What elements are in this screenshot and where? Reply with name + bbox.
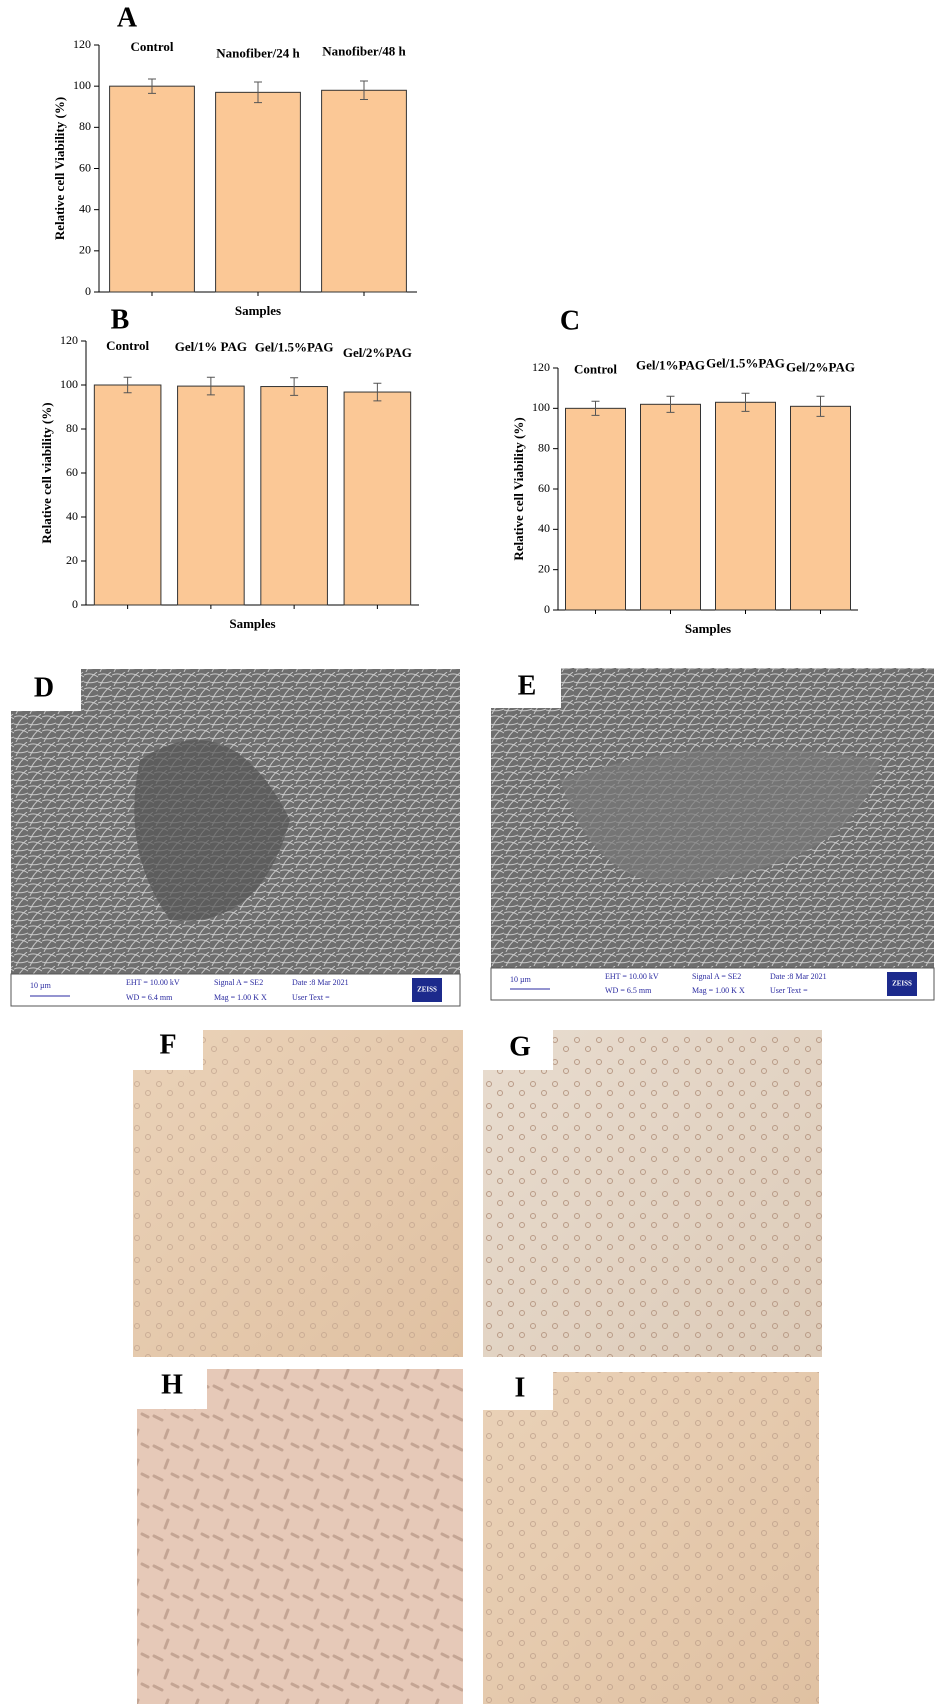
- y-tick-label: 80: [538, 440, 550, 454]
- bar: [94, 385, 161, 605]
- bar: [716, 402, 776, 610]
- x-axis-label: Samples: [229, 616, 275, 631]
- y-axis-label: Relative cell Viability (%): [52, 97, 67, 240]
- category-label: Control: [574, 361, 617, 376]
- logo-text: ZEISS: [417, 986, 437, 994]
- y-tick-label: 60: [79, 160, 91, 174]
- sem-info: WD = 6.4 mm: [126, 993, 173, 1002]
- y-tick-label: 120: [60, 333, 78, 347]
- bar: [566, 408, 626, 610]
- category-label: Nanofiber/24 h: [216, 45, 300, 60]
- bar: [791, 406, 851, 610]
- sem-info: Signal A = SE2: [692, 972, 741, 981]
- cell-texture: [133, 1030, 463, 1357]
- bar: [110, 86, 195, 292]
- y-tick-label: 40: [79, 201, 91, 215]
- y-tick-label: 0: [72, 597, 78, 611]
- cell-texture: [483, 1372, 819, 1704]
- y-tick-label: 100: [60, 377, 78, 391]
- category-label: Gel/2%PAG: [786, 359, 855, 374]
- category-label: Gel/1.5%PAG: [255, 340, 334, 355]
- sem-panel: D 10 µm EHT = 10.00 kV WD = 6.4 mm Signa…: [11, 669, 460, 1006]
- sem-panel: E 10 µm EHT = 10.00 kV WD = 6.5 mm Signa…: [491, 668, 934, 1000]
- sem-info: EHT = 10.00 kV: [605, 972, 659, 981]
- bar: [261, 387, 328, 605]
- figure: D 10 µm EHT = 10.00 kV WD = 6.4 mm Signa…: [0, 0, 946, 1704]
- bar: [178, 386, 245, 605]
- cell-texture: [137, 1369, 463, 1704]
- y-tick-label: 120: [532, 360, 550, 374]
- category-label: Control: [130, 39, 173, 54]
- y-tick-label: 100: [532, 400, 550, 414]
- y-tick-label: 40: [538, 521, 550, 535]
- category-label: Control: [106, 338, 149, 353]
- y-tick-label: 20: [79, 243, 91, 257]
- panel-label: G: [509, 1031, 531, 1062]
- bar: [322, 90, 407, 292]
- sem-info: User Text =: [292, 993, 330, 1002]
- y-tick-label: 80: [66, 421, 78, 435]
- cell-texture: [483, 1030, 822, 1357]
- panel-label: A: [117, 2, 138, 33]
- bar: [216, 92, 301, 292]
- panel-label: C: [560, 305, 580, 336]
- sem-info: User Text =: [770, 986, 808, 995]
- y-axis-label: Relative cell Viability (%): [511, 417, 526, 560]
- y-axis-label: Relative cell viability (%): [39, 402, 54, 543]
- category-label: Gel/1% PAG: [175, 339, 247, 354]
- y-tick-label: 20: [538, 561, 550, 575]
- category-label: Gel/1%PAG: [636, 357, 705, 372]
- sem-info: WD = 6.5 mm: [605, 986, 652, 995]
- y-tick-label: 100: [73, 78, 91, 92]
- sem-info: Mag = 1.00 K X: [692, 986, 745, 995]
- panel-label: I: [515, 1372, 526, 1403]
- bar: [344, 392, 411, 605]
- x-axis-label: Samples: [235, 303, 281, 318]
- y-tick-label: 60: [538, 481, 550, 495]
- logo-text: ZEISS: [892, 980, 912, 988]
- category-label: Nanofiber/48 h: [322, 43, 406, 58]
- category-label: Gel/2%PAG: [343, 345, 412, 360]
- y-tick-label: 80: [79, 119, 91, 133]
- panel-label: E: [518, 670, 537, 701]
- category-label: Gel/1.5%PAG: [706, 355, 785, 370]
- y-tick-label: 60: [66, 465, 78, 479]
- y-tick-label: 20: [66, 553, 78, 567]
- y-tick-label: 0: [544, 602, 550, 616]
- scale-text: 10 µm: [510, 975, 532, 984]
- panel-label: F: [159, 1029, 176, 1060]
- y-tick-label: 40: [66, 509, 78, 523]
- y-tick-label: 120: [73, 37, 91, 51]
- panel-label: D: [34, 672, 54, 703]
- panel-label: B: [111, 304, 130, 335]
- sem-info: Mag = 1.00 K X: [214, 993, 267, 1002]
- scale-text: 10 µm: [30, 981, 52, 990]
- sem-info: Date :8 Mar 2021: [292, 978, 349, 987]
- bar: [641, 404, 701, 610]
- sem-info: Signal A = SE2: [214, 978, 263, 987]
- sem-info: EHT = 10.00 kV: [126, 978, 180, 987]
- sem-info: Date :8 Mar 2021: [770, 972, 827, 981]
- x-axis-label: Samples: [685, 621, 731, 636]
- panel-label: H: [161, 1369, 183, 1400]
- y-tick-label: 0: [85, 284, 91, 298]
